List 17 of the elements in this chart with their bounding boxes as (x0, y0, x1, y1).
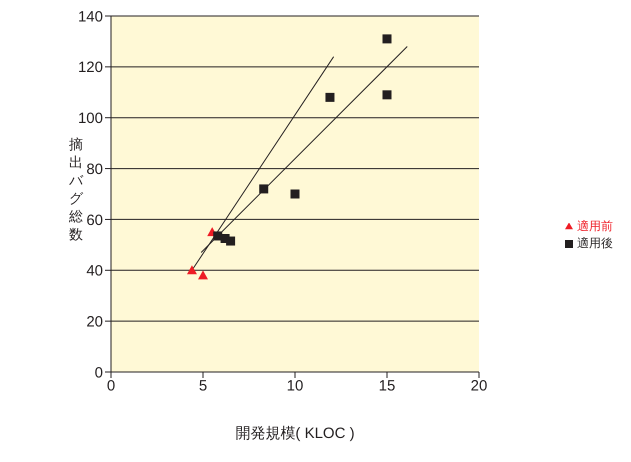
y-tick-label: 100 (78, 110, 103, 128)
y-tick-label: 60 (86, 212, 103, 229)
y-tick-label: 0 (94, 364, 103, 382)
x-tick-label: 5 (198, 378, 208, 395)
y-tick-label: 40 (86, 262, 103, 280)
y-axis-title: 摘出バグ総数 (68, 136, 84, 242)
x-tick-label: 10 (286, 378, 304, 395)
y-tick-label: 20 (86, 313, 103, 330)
y-tick-label: 140 (78, 8, 103, 26)
legend-label: 適用前 (577, 219, 613, 233)
x-tick-label: 15 (378, 378, 396, 395)
legend-label: 適用後 (577, 236, 613, 250)
x-tick-label: 0 (106, 378, 116, 395)
x-axis-title: 開発規模( KLOC ) (235, 425, 355, 442)
y-tick-label: 120 (78, 59, 103, 76)
y-tick-label: 80 (86, 160, 103, 178)
x-tick-label: 20 (470, 378, 488, 395)
